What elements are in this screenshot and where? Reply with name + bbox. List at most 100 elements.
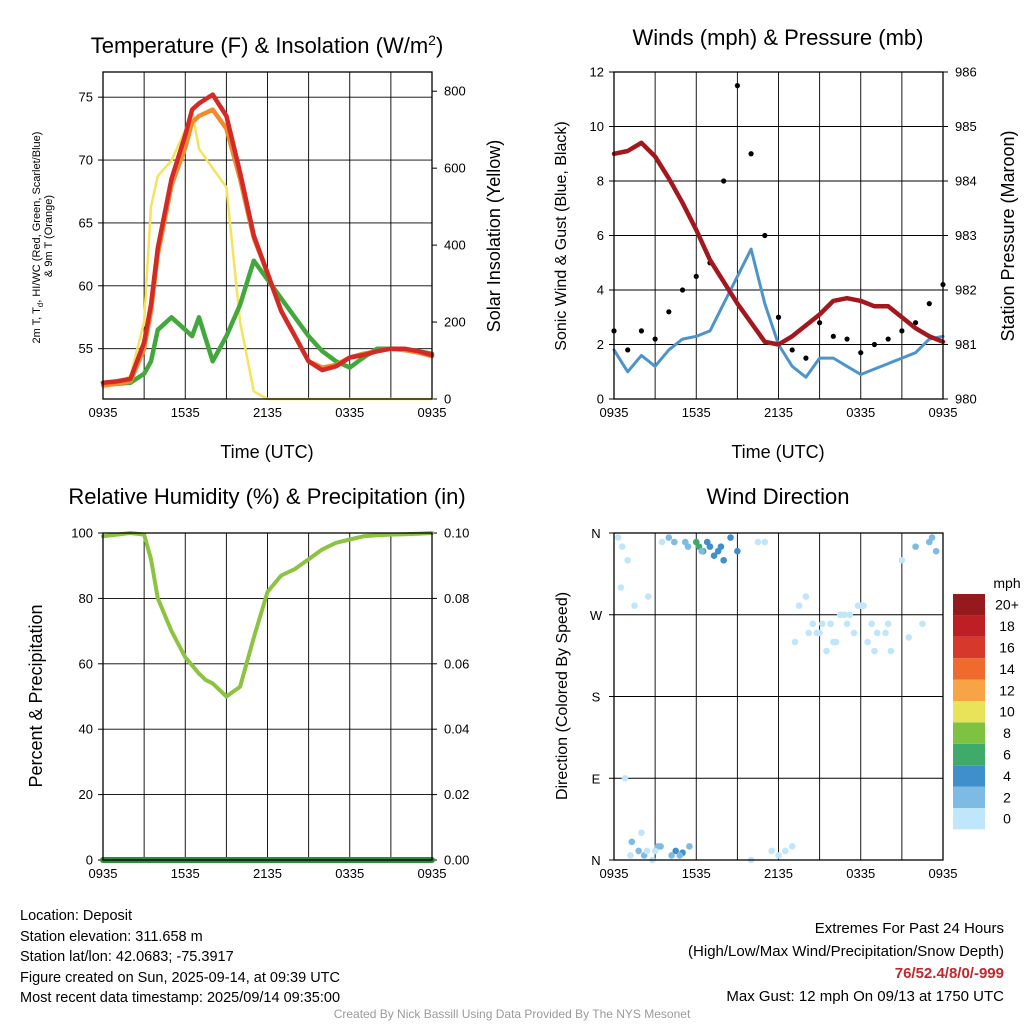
wind-direction-point [684, 543, 692, 550]
wind-direction-point [819, 620, 826, 628]
wind-direction-point [618, 543, 626, 550]
temperature-panel: Temperature (F) & Insolation (W/m2) Time… [31, 32, 504, 462]
x-tick-label: 1535 [682, 405, 711, 420]
winds-title: Winds (mph) & Pressure (mb) [633, 25, 924, 50]
wind-direction-point [827, 620, 834, 628]
y-tick-label: 2 [597, 337, 604, 352]
wind-direction-point [854, 602, 862, 609]
y-tick-label: 4 [597, 283, 604, 298]
wind-direction-point [919, 620, 926, 628]
y2-tick-label: 800 [444, 84, 466, 99]
wind-direction-point [860, 602, 867, 609]
wind-direction-point [761, 538, 769, 546]
temperature-ylabel-right: Solar Insolation (Yellow) [484, 140, 504, 332]
wind-direction-point [846, 611, 854, 619]
x-tick-label: 0935 [418, 405, 447, 420]
wind-direction-point [624, 556, 632, 564]
station-info: Location: Deposit Station elevation: 311… [20, 906, 340, 1009]
wind-direction-point [912, 543, 919, 550]
x-tick-label: 0935 [929, 866, 958, 881]
wind-direction-point [638, 829, 645, 837]
x-tick-label: 0335 [846, 866, 875, 881]
speed-legend-swatch [953, 658, 985, 680]
wind-direction-point [791, 638, 799, 646]
wind-direction-point [668, 852, 675, 859]
winds-panel: Winds (mph) & Pressure (mb) Time (UTC) S… [553, 25, 1018, 462]
x-tick-label: 0335 [335, 405, 364, 420]
y-tick-label: 0 [597, 392, 604, 407]
wind-direction-point [621, 774, 629, 782]
wind-direction-point [627, 852, 634, 859]
wind-direction-point [644, 593, 652, 600]
speed-legend-label: 4 [1003, 768, 1011, 784]
wind-direction-point [802, 593, 810, 600]
gust-point [652, 336, 658, 342]
temperature-xlabel: Time (UTC) [220, 442, 313, 462]
wind-direction-point [617, 584, 625, 591]
wind-direction-point [928, 534, 936, 541]
credit-text: Created By Nick Bassill Using Data Provi… [333, 1007, 691, 1021]
wind-direction-point [775, 852, 782, 859]
speed-legend-swatch [953, 701, 985, 723]
gust-point [899, 328, 905, 334]
y-tick-label: 80 [79, 591, 93, 606]
wind-direction-point [635, 847, 642, 855]
plot-border [613, 71, 944, 400]
direction-tick-label: N [591, 526, 600, 541]
gust-point [871, 341, 878, 348]
y2-tick-label: 600 [444, 161, 466, 176]
extremes-info: Extremes For Past 24 Hours (High/Low/Max… [688, 918, 1004, 1008]
direction-tick-label: N [591, 853, 600, 868]
location-text: Location: Deposit [20, 908, 133, 924]
x-tick-label: 2135 [764, 405, 793, 420]
speed-legend-label: 2 [1003, 789, 1011, 805]
y-tick-label: 60 [79, 656, 93, 671]
y-tick-label: 70 [79, 153, 93, 168]
gust-point [693, 273, 699, 279]
y-tick-label: 6 [597, 228, 604, 243]
wind-direction-point [884, 620, 892, 628]
extremes-subtitle: (High/Low/Max Wind/Precipitation/Snow De… [688, 942, 1004, 960]
x-tick-label: 0935 [929, 405, 958, 420]
speed-legend-swatch [953, 808, 985, 830]
y-tick-label: 55 [79, 341, 93, 356]
wind-direction-point [905, 634, 913, 641]
wind-direction-point [631, 602, 638, 609]
x-tick-label: 1535 [171, 866, 200, 881]
gust-point [734, 83, 740, 89]
wind-direction-ylabel: Direction (Colored By Speed) [554, 592, 571, 800]
y2-tick-label: 200 [444, 315, 466, 330]
x-tick-label: 1535 [171, 405, 200, 420]
speed-legend-swatch [953, 679, 985, 701]
direction-tick-label: S [592, 690, 601, 705]
wind-direction-point [665, 534, 673, 541]
x-tick-label: 0335 [335, 866, 364, 881]
wind-direction-point [882, 629, 889, 637]
winds-ylabel-left: Sonic Wind & Gust (Blue, Black) [553, 121, 570, 350]
plot-border [102, 71, 433, 400]
speed-legend-swatch [953, 765, 985, 787]
extremes-title: Extremes For Past 24 Hours [814, 920, 1004, 937]
wind-direction-panel: Wind Direction Direction (Colored By Spe… [554, 484, 1021, 881]
y2-tick-label: 0.04 [444, 722, 469, 737]
speed-legend-label: 18 [999, 618, 1015, 634]
wind-direction-point [782, 847, 789, 855]
temperature-ylabel-left: 2m T, Td, HI/WC (Red, Green, Scarlet/Blu… [31, 129, 55, 344]
x-tick-label: 0335 [846, 405, 875, 420]
wind-direction-point [864, 638, 871, 646]
y-tick-label: 8 [597, 174, 604, 189]
wind-direction-point [720, 556, 727, 564]
temperature-series-line [100, 92, 435, 385]
x-tick-label: 2135 [764, 866, 793, 881]
y2-tick-label: 0.08 [444, 591, 469, 606]
y2-tick-label: 985 [955, 119, 977, 134]
y2-tick-label: 980 [955, 392, 977, 407]
y-tick-label: 75 [79, 90, 93, 105]
y2-tick-label: 984 [955, 174, 977, 189]
winds-xlabel: Time (UTC) [731, 442, 824, 462]
gust-point [844, 336, 850, 342]
wind-direction-point [703, 538, 711, 546]
y2-tick-label: 400 [444, 238, 466, 253]
wind-direction-point [710, 552, 718, 560]
speed-legend-label: 0 [1003, 811, 1011, 827]
